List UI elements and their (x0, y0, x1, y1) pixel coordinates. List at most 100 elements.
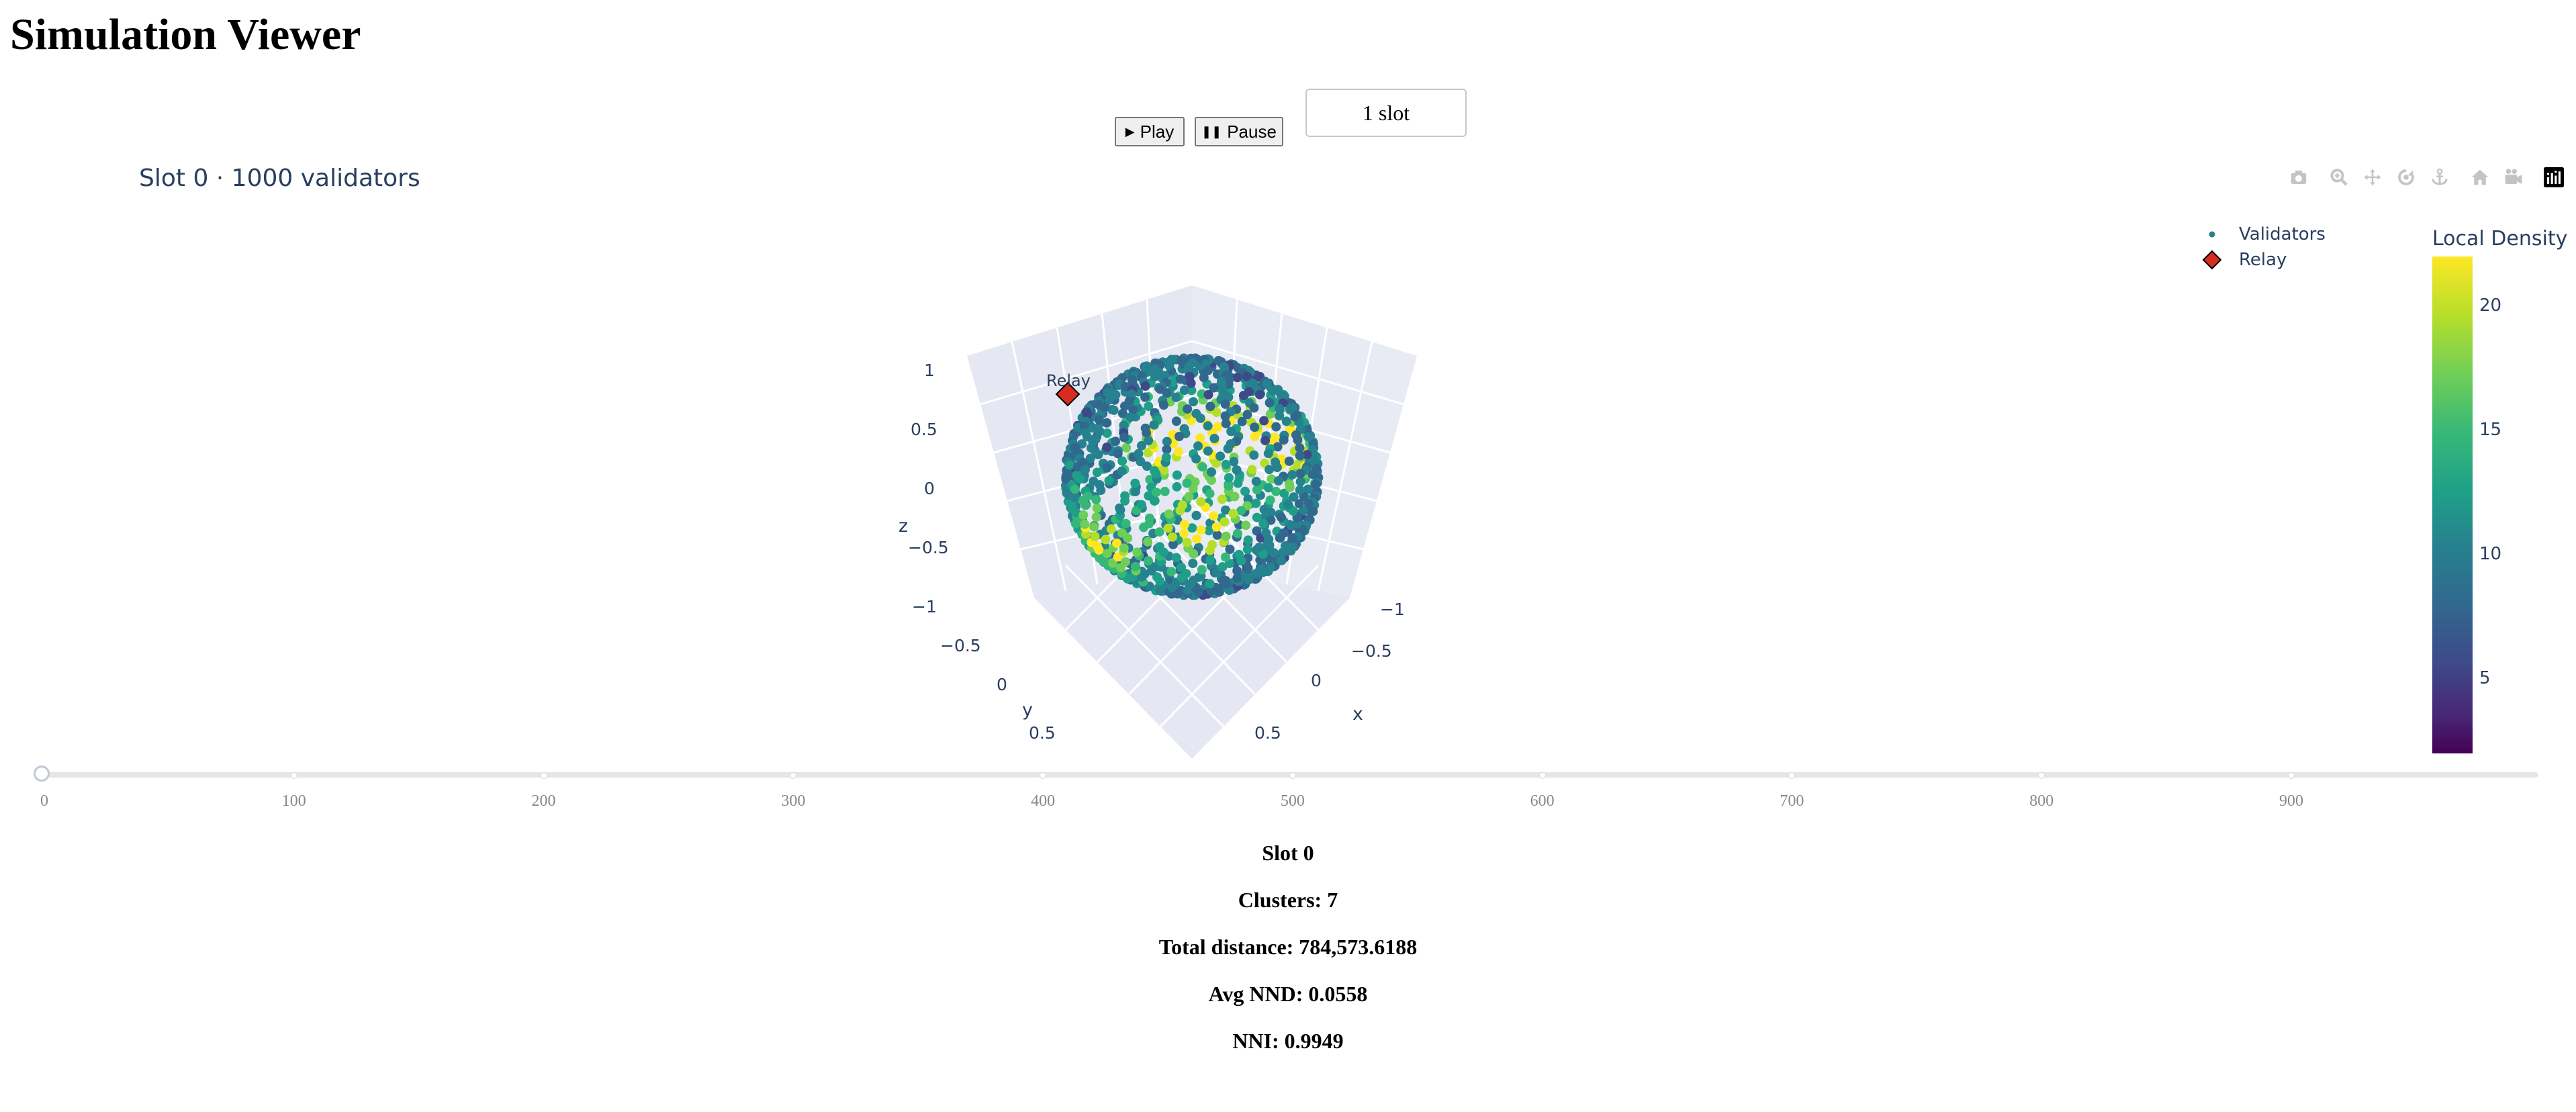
validator-point (1294, 499, 1304, 509)
validator-point (1140, 392, 1150, 402)
validator-point (1103, 388, 1113, 398)
validator-point (1207, 540, 1217, 550)
validator-point (1275, 410, 1285, 420)
validator-point (1064, 460, 1074, 470)
plot-title: Slot 0 · 1000 validators (139, 165, 420, 192)
validator-point (1171, 416, 1181, 426)
validator-point (1286, 520, 1296, 530)
relay-marker[interactable]: Relay (1046, 371, 1091, 407)
validator-point (1136, 441, 1146, 451)
validator-point (1266, 515, 1276, 525)
validator-point (1264, 465, 1275, 475)
validator-point (1142, 461, 1152, 471)
legend-item-validators[interactable]: Validators (2196, 222, 2326, 247)
validator-point (1113, 449, 1123, 459)
z-tick-label: −1 (912, 597, 937, 616)
validator-point (1303, 484, 1314, 494)
validator-point (1187, 385, 1197, 396)
validator-point (1311, 479, 1321, 490)
validator-point (1151, 488, 1161, 498)
validator-point (1164, 509, 1174, 519)
plotly-logo-icon[interactable] (2542, 166, 2565, 189)
validator-point (1162, 388, 1172, 398)
legend-label-relay: Relay (2239, 250, 2287, 270)
orbit-rotation-icon[interactable] (2395, 166, 2418, 189)
validator-point (1149, 420, 1159, 430)
colorbar-title: Local Density (2432, 227, 2568, 250)
pause-button[interactable]: ❚❚ Pause (1195, 117, 1283, 146)
validator-point (1229, 457, 1239, 467)
validator-point (1243, 535, 1253, 545)
validator-point (1242, 571, 1252, 581)
slider-tick-label: 600 (1530, 792, 1555, 810)
validator-point (1232, 573, 1242, 583)
reset-camera-icon[interactable] (2469, 166, 2491, 189)
validator-point (1220, 399, 1230, 409)
validator-point (1179, 528, 1189, 539)
validator-point (1238, 391, 1248, 400)
scatter-3d-scene[interactable]: Relay 1 0.5 0 −0.5 −1 z −0.5 0 0.5 y −1 … (873, 255, 1477, 766)
validator-point (1172, 470, 1182, 480)
validator-point (1211, 568, 1222, 577)
zoom-icon[interactable] (2328, 166, 2350, 189)
validator-point (1099, 402, 1109, 412)
validator-point (1158, 400, 1168, 410)
validator-point (1117, 466, 1127, 476)
validator-point (1117, 528, 1127, 538)
validator-point (1106, 524, 1116, 534)
validator-point (1117, 408, 1128, 418)
plot-modebar (2276, 164, 2565, 191)
validator-point (1259, 504, 1269, 514)
validator-point (1177, 500, 1187, 510)
validator-point (1293, 459, 1303, 469)
validator-point (1275, 404, 1285, 414)
validator-point (1205, 489, 1215, 499)
validator-point (1099, 557, 1109, 567)
validator-point (1270, 432, 1280, 443)
legend-item-relay[interactable]: Relay (2196, 247, 2326, 273)
validator-point (1172, 481, 1182, 492)
validator-point (1128, 405, 1138, 415)
validator-point (1154, 527, 1164, 537)
validator-point (1112, 539, 1122, 548)
validator-point (1108, 558, 1118, 568)
validator-point (1091, 495, 1101, 504)
validator-point (1242, 545, 1252, 555)
validator-point (1192, 534, 1202, 544)
validator-point (1285, 482, 1295, 492)
validator-point (1163, 523, 1173, 533)
validator-point (1167, 532, 1177, 542)
validator-point (1220, 411, 1230, 421)
stat-total-distance: Total distance: 784,573.6188 (1158, 935, 1418, 959)
validator-point (1263, 483, 1273, 493)
play-button[interactable]: ▶ Play (1115, 117, 1185, 146)
validator-point (1249, 403, 1259, 413)
pause-icon: ❚❚ (1201, 124, 1222, 138)
validator-point (1252, 485, 1262, 495)
validator-point (1127, 389, 1136, 399)
validator-point (1236, 506, 1246, 516)
validator-point (1207, 475, 1216, 485)
validator-point (1221, 505, 1230, 515)
validator-point (1162, 436, 1172, 447)
play-icon: ▶ (1125, 124, 1135, 138)
slot-slider-handle[interactable] (34, 766, 50, 782)
validator-point (1226, 426, 1236, 436)
slider-tick (540, 772, 547, 779)
page-title: Simulation Viewer (10, 10, 361, 59)
validator-point (1290, 412, 1300, 422)
stat-avg-nnd: Avg NND: 0.0558 (1208, 982, 1368, 1006)
validator-point (1305, 506, 1316, 516)
validator-point (1096, 485, 1106, 496)
y-tick-label: −0.5 (940, 636, 981, 655)
validator-point (1258, 549, 1268, 559)
reset-view-icon[interactable] (2502, 166, 2525, 189)
validator-point (1255, 562, 1265, 572)
camera-icon[interactable] (2287, 166, 2310, 189)
speed-select[interactable]: 1 slot (1305, 89, 1467, 137)
validator-point (1271, 486, 1281, 496)
pan-icon[interactable] (2361, 166, 2384, 189)
y-tick-label: 0.5 (1029, 723, 1056, 743)
turntable-rotation-icon[interactable] (2428, 166, 2451, 189)
validator-point (1164, 361, 1175, 371)
